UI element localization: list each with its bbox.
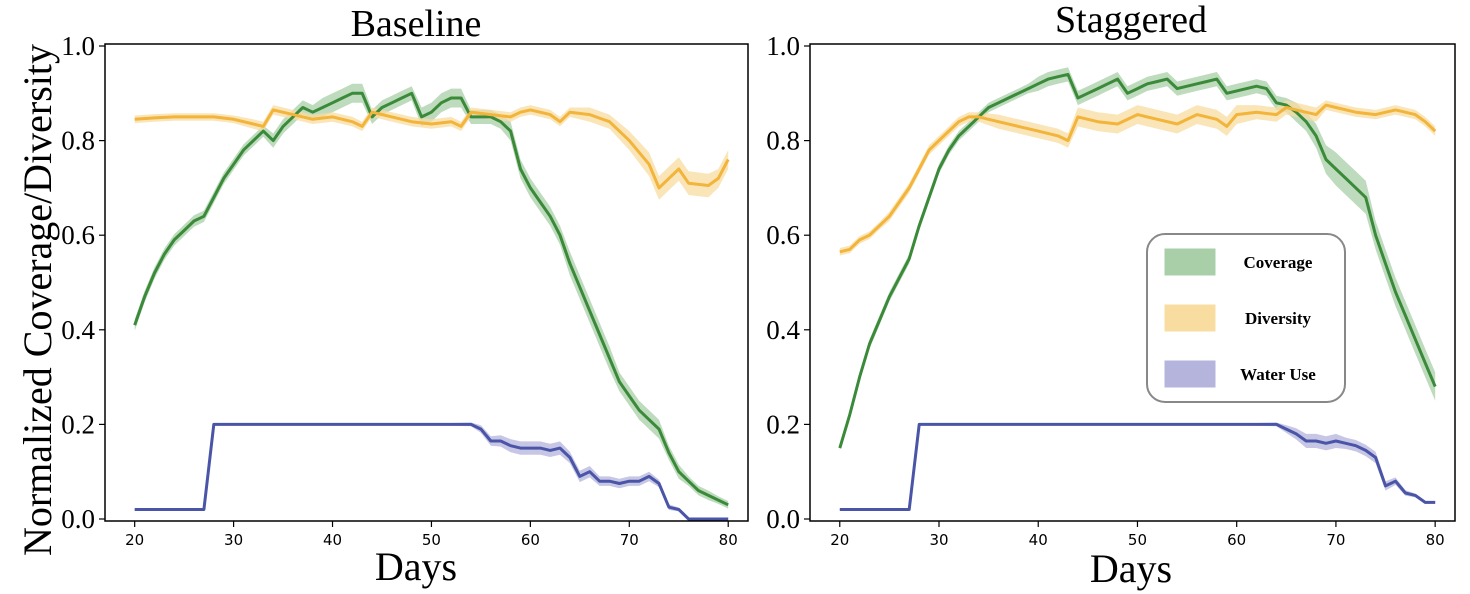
staggered-y-tick-label: 0.2	[766, 409, 800, 439]
baseline-y-tick-label: 0.4	[61, 315, 95, 345]
staggered-x-tick-label: 80	[1426, 531, 1445, 549]
staggered-y-tick-label: 0.0	[766, 504, 800, 534]
baseline-lines	[133, 91, 730, 521]
baseline-bands	[134, 83, 729, 519]
baseline-x-tick-label: 20	[125, 531, 144, 549]
staggered-lines	[838, 72, 1437, 511]
legend-label-coverage: Coverage	[1244, 253, 1313, 272]
staggered-x-tick-label: 60	[1227, 531, 1246, 549]
baseline-x-tick-label: 60	[521, 531, 540, 549]
staggered-chart: Staggered Days 20 30 40 50 60 70 80 0.0 0.2 0.4 0.…	[766, 0, 1456, 591]
legend-box	[1146, 233, 1346, 403]
staggered-y-tick-label: 1.0	[766, 31, 800, 61]
baseline-chart: Baseline Days 20 30 40 50 60 70 80 0.0 0.2 0.4 0.6…	[61, 3, 749, 589]
baseline-water-use-band	[134, 422, 729, 519]
legend-swatch-water-use	[1164, 360, 1216, 388]
staggered-coverage-line	[838, 72, 1437, 449]
baseline-ticks: 20 30 40 50 60 70 80 0.0 0.2 0.4 0.6 0.8 1.0	[61, 31, 738, 549]
baseline-chart-title: Baseline	[351, 3, 482, 45]
baseline-y-tick-label: 0.6	[61, 220, 95, 250]
staggered-ticks: 20 30 40 50 60 70 80 0.0 0.2 0.4 0.6 0.8 1.0	[766, 31, 1444, 549]
baseline-x-tick-label: 40	[323, 531, 342, 549]
baseline-x-tick-label: 70	[620, 531, 639, 549]
staggered-x-tick-label: 20	[830, 531, 849, 549]
legend-swatch-coverage	[1164, 248, 1216, 276]
staggered-y-tick-label: 0.6	[766, 220, 800, 250]
legend-label-diversity: Diversity	[1245, 309, 1312, 328]
baseline-x-tick-label: 30	[224, 531, 243, 549]
staggered-x-tick-label: 40	[1029, 531, 1048, 549]
staggered-water-use-line	[839, 422, 1436, 511]
legend-label-water-use: Water Use	[1240, 365, 1316, 384]
baseline-y-tick-label: 0.8	[61, 126, 95, 156]
legend: Coverage Diversity Water Use	[1146, 233, 1346, 403]
baseline-diversity-line	[134, 108, 730, 190]
baseline-x-axis-label: Days	[375, 544, 457, 589]
staggered-y-tick-label: 0.4	[766, 315, 800, 345]
legend-swatch-diversity	[1164, 304, 1216, 332]
staggered-diversity-line	[839, 103, 1437, 254]
y-axis-label: Normalized Coverage/Diversity	[15, 44, 60, 556]
staggered-x-tick-label: 30	[929, 531, 948, 549]
baseline-x-tick-label: 50	[422, 531, 441, 549]
staggered-x-tick-label: 50	[1128, 531, 1147, 549]
staggered-y-tick-label: 0.8	[766, 126, 800, 156]
baseline-y-tick-label: 0.2	[61, 409, 95, 439]
baseline-water-use-line	[134, 422, 729, 521]
baseline-y-tick-label: 0.0	[61, 504, 95, 534]
baseline-plot-frame	[104, 43, 749, 522]
staggered-x-axis-label: Days	[1090, 546, 1172, 591]
baseline-coverage-line	[133, 91, 729, 507]
staggered-plot-frame	[809, 43, 1456, 522]
staggered-water-use-band	[839, 422, 1436, 511]
baseline-x-tick-label: 80	[719, 531, 738, 549]
baseline-y-tick-label: 1.0	[61, 31, 95, 61]
staggered-x-tick-label: 70	[1326, 531, 1345, 549]
legend-items: Coverage Diversity Water Use	[1164, 248, 1316, 388]
staggered-chart-title: Staggered	[1055, 0, 1207, 41]
